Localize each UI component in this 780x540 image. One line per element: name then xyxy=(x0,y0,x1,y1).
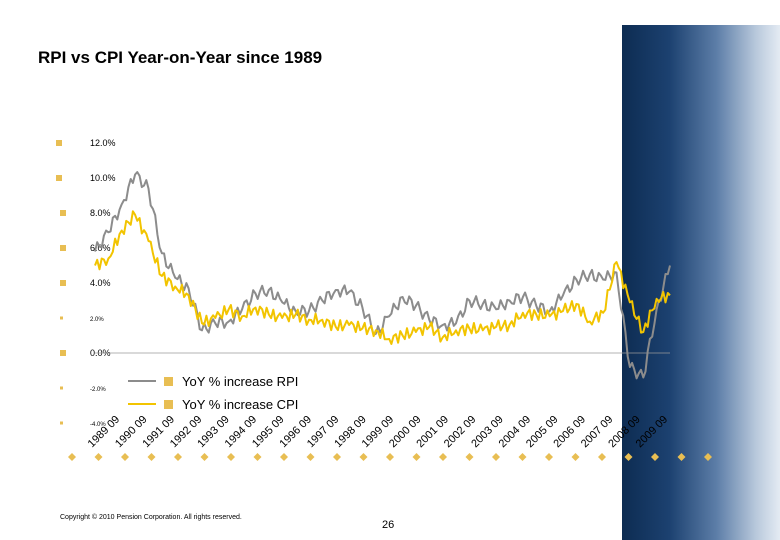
y-tick-bullet xyxy=(60,245,66,251)
legend-line-cpi xyxy=(128,403,156,405)
page-title: RPI vs CPI Year-on-Year since 1989 xyxy=(38,48,323,67)
y-tick-label: 2.0% xyxy=(90,317,104,323)
axis-diamond-marker xyxy=(306,453,315,461)
y-tick-bullet xyxy=(60,316,63,320)
y-tick-bullet xyxy=(60,350,66,356)
axis-diamond-marker xyxy=(174,453,182,461)
decorative-side-band xyxy=(622,25,780,540)
axis-diamond-marker xyxy=(333,453,341,461)
copyright-notice: Copyright © 2010 Pension Corporation. Al… xyxy=(60,514,242,521)
axis-diamond-marker xyxy=(465,453,474,461)
axis-diamond-marker xyxy=(147,453,156,461)
axis-diamond-marker xyxy=(545,453,553,461)
series-line-rpi xyxy=(94,171,671,380)
axis-diamond-marker xyxy=(598,453,606,461)
x-axis-diamond-row xyxy=(68,453,712,461)
legend-item-rpi: YoY % increase RPI xyxy=(122,371,298,391)
legend-label-cpi: YoY % increase CPI xyxy=(182,396,299,412)
y-tick-label: 4.0% xyxy=(90,278,111,288)
axis-diamond-marker xyxy=(359,453,368,461)
axis-diamond-marker xyxy=(518,453,527,461)
legend-bullet xyxy=(164,376,173,386)
axis-diamond-marker xyxy=(677,453,686,461)
y-tick-bullet xyxy=(56,175,62,181)
y-tick-label: 6.0% xyxy=(90,243,111,253)
series-lines xyxy=(94,171,671,380)
y-tick-bullet xyxy=(60,386,63,390)
legend-bullet xyxy=(164,399,173,409)
page-number: 26 xyxy=(382,519,395,531)
axis-diamond-marker xyxy=(121,453,129,461)
axis-diamond-marker xyxy=(253,453,262,461)
chart-legend: YoY % increase RPI YoY % increase CPI xyxy=(122,368,316,416)
legend-label-rpi: YoY % increase RPI xyxy=(182,373,299,389)
y-tick-bullet xyxy=(60,210,66,216)
y-tick-label: 8.0% xyxy=(90,208,111,218)
axis-diamond-marker xyxy=(651,453,659,461)
axis-diamond-marker xyxy=(492,453,500,461)
y-tick-bullet xyxy=(60,421,63,425)
y-tick-label: -4.0% xyxy=(90,422,106,428)
legend-item-cpi: YoY % increase CPI xyxy=(122,394,298,414)
axis-diamond-marker xyxy=(624,453,633,461)
axis-diamond-marker xyxy=(571,453,580,461)
y-tick-label: 10.0% xyxy=(90,173,116,183)
y-tick-bullet xyxy=(60,280,66,286)
axis-diamond-marker xyxy=(439,453,447,461)
axis-diamond-marker xyxy=(280,453,288,461)
y-tick-label: -2.0% xyxy=(90,387,106,393)
legend-line-rpi xyxy=(128,380,156,382)
axis-diamond-marker xyxy=(227,453,235,461)
axis-diamond-marker xyxy=(200,453,209,461)
axis-diamond-marker xyxy=(412,453,421,461)
axis-diamond-marker xyxy=(68,453,76,461)
series-line-cpi xyxy=(94,210,671,345)
y-tick-label: 12.0% xyxy=(90,138,116,148)
axis-diamond-marker xyxy=(704,453,712,461)
y-tick-bullet xyxy=(56,140,62,146)
y-axis: 12.0%10.0%8.0%6.0%4.0%2.0%0.0%-2.0%-4.0% xyxy=(56,138,670,428)
axis-diamond-marker xyxy=(386,453,394,461)
axis-diamond-marker xyxy=(94,453,103,461)
